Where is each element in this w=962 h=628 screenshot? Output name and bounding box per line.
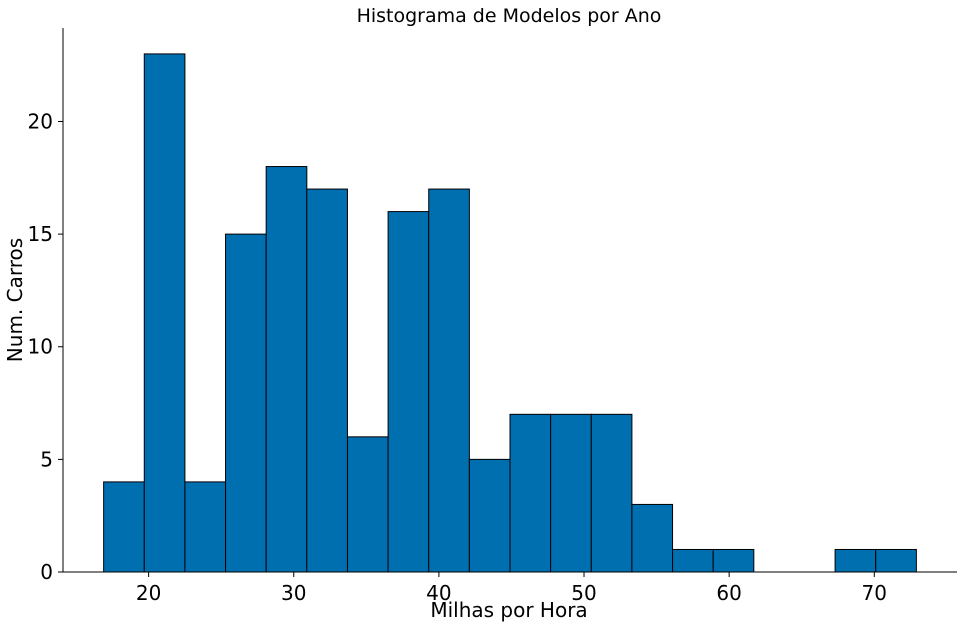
histogram-bar xyxy=(712,548,755,573)
y-axis-ticks: 0 5 10 15 20 xyxy=(28,109,63,584)
x-tick-label: 40 xyxy=(426,581,451,605)
x-tick-label: 20 xyxy=(136,581,161,605)
y-tick-label: 20 xyxy=(28,109,53,133)
y-tick-label: 5 xyxy=(40,447,53,471)
histogram-bar xyxy=(225,233,267,573)
histogram-bar xyxy=(672,548,714,573)
histogram-bar xyxy=(143,53,186,573)
histogram-bar xyxy=(550,413,592,573)
y-axis-label: Num. Carros xyxy=(3,238,27,362)
histogram-bar xyxy=(387,211,430,573)
x-tick-label: 70 xyxy=(862,581,887,605)
histogram-bar xyxy=(306,188,348,573)
x-tick-label: 50 xyxy=(571,581,596,605)
histogram-bar xyxy=(428,188,470,573)
histogram-bar xyxy=(834,548,877,573)
histogram-bar xyxy=(631,503,674,573)
x-axis-ticks: 20 30 40 50 60 70 xyxy=(136,572,887,605)
histogram-bar xyxy=(875,548,917,573)
x-axis-label: Milhas por Hora xyxy=(430,598,587,622)
histogram-bar xyxy=(184,481,227,573)
y-tick-label: 10 xyxy=(28,335,53,359)
histogram-bar xyxy=(265,166,308,573)
histogram-bar xyxy=(590,413,633,573)
bars-group xyxy=(103,53,917,573)
histogram-bar xyxy=(103,481,145,573)
histogram-bar xyxy=(509,413,552,573)
histogram-bar xyxy=(468,458,511,573)
x-tick-label: 60 xyxy=(716,581,741,605)
x-tick-label: 30 xyxy=(281,581,306,605)
chart-title: Histograma de Modelos por Ano xyxy=(357,5,662,27)
histogram-bar xyxy=(346,436,389,573)
y-tick-label: 0 xyxy=(40,560,53,584)
y-tick-label: 15 xyxy=(28,222,53,246)
